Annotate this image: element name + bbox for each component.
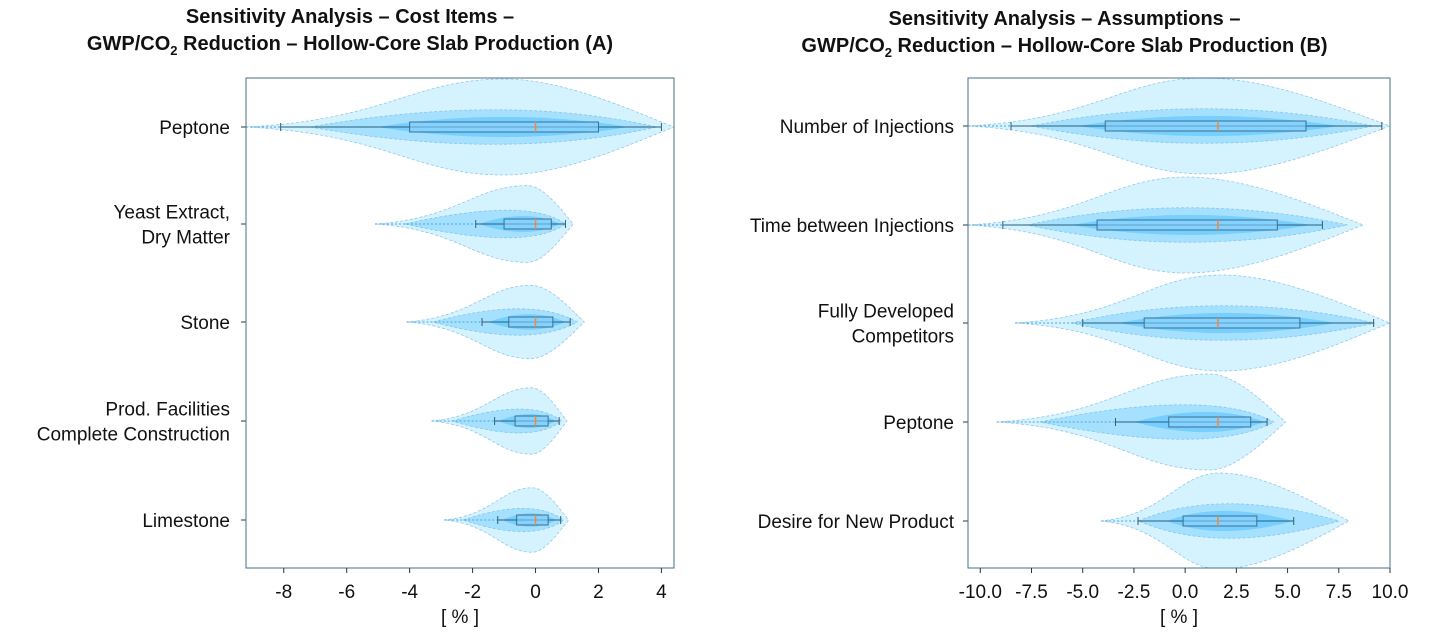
violin-contour-time-between-injections [968,176,1365,274]
violin-contour-inner-prod-facilities-complete-construction [450,408,563,434]
chart-b-title-line2: GWP/CO2 Reduction – Hollow-Core Slab Pro… [700,33,1429,66]
violin-contour-desire-for-new-product [1101,472,1350,568]
violin-contour-inner-stone [431,308,579,336]
x-tick-label--7.5: -7.5 [1015,582,1048,603]
box-peptone [1168,416,1252,428]
category-label-peptone: Peptone [883,413,954,434]
box-yeast-extract-dry-matter [503,218,552,230]
x-tick-label-7.5: 7.5 [1326,582,1352,603]
violin-contour-inner-peptone [1039,404,1275,440]
violin-contour-inner-time-between-injections [1027,207,1348,243]
category-label-yeast-extract-dry-matter-line1: Yeast Extract, [113,203,230,224]
x-axis-label: [ % ] [441,607,479,628]
category-label-stone: Stone [180,313,230,334]
box-fully-developed-competitors [1143,317,1301,329]
chart-b: Number of Injections Time between Injecti… [750,77,1409,628]
violin-contour-peptone [996,373,1287,471]
category-label-time-between-injections: Time between Injections [750,216,954,237]
violin-contour-prod-facilities-complete-construction [431,387,568,455]
violin-contour-number-of-injections [968,78,1390,175]
x-tick-label-4: 4 [656,582,667,603]
violin-outer-yeast-extract-dry-matter [375,185,574,263]
axes-frame [967,77,1391,569]
box-number-of-injections [1104,120,1307,132]
x-tick-label--4: -4 [401,582,418,603]
chart-a: Peptone Yeast Extract, Dry Matter Stone Prod… [37,77,675,628]
x-tick-label--6: -6 [338,582,355,603]
box-desire-for-new-product [1182,515,1258,527]
chart-a-title-subscript: 2 [170,43,178,58]
chart-b-title-subscript: 2 [884,45,892,60]
category-label-fully-developed-competitors-line1: Fully Developed [818,302,954,323]
x-tick-label-0: 0 [530,582,541,603]
violin-contour-inner-number-of-injections [1031,108,1374,144]
category-label-desire-for-new-product: Desire for New Product [758,512,955,533]
x-tick-label-2: 2 [593,582,604,603]
chart-b-title-line1: Sensitivity Analysis – Assumptions – [888,8,1241,30]
x-tick-label--2.5: -2.5 [1118,582,1151,603]
category-label-prod-facilities-complete-construction-line2: Complete Construction [37,425,230,446]
category-label-limestone: Limestone [142,511,230,532]
category-label-peptone: Peptone [159,118,230,139]
chart-a-title-line1: Sensitivity Analysis – Cost Items – [185,6,515,28]
box-limestone [516,514,549,526]
chart-a-title-line2-pre: GWP/CO [86,33,171,55]
chart-a-title-line2: GWP/CO2 Reduction – Hollow-Core Slab Pro… [0,31,700,64]
box-prod-facilities-complete-construction [514,415,549,427]
x-tick-label--10.0: -10.0 [959,582,1002,603]
x-tick-label-2.5: 2.5 [1223,582,1249,603]
violin-contour-fully-developed-competitors [1015,274,1390,372]
violin-contour-inner-desire-for-new-product [1137,503,1341,539]
x-tick-label--2: -2 [464,582,481,603]
axes-frame [245,77,675,569]
category-label-prod-facilities-complete-construction-line1: Prod. Facilities [105,400,230,421]
category-label-fully-developed-competitors-line2: Competitors [852,327,954,348]
violin-contour-limestone [444,487,570,553]
chart-b-title: Sensitivity Analysis – Assumptions – GWP… [700,6,1429,66]
box-stone [508,316,554,328]
x-tick-label--8: -8 [275,582,292,603]
x-tick-label--5.0: -5.0 [1066,582,1099,603]
chart-b-title-line2-post: Reduction – Hollow-Core Slab Production … [892,35,1328,57]
violin-contour-yeast-extract-dry-matter [375,185,574,263]
box-time-between-injections [1096,219,1278,231]
box-peptone [409,121,599,133]
x-axis-label: [ % ] [1160,607,1198,628]
category-label-number-of-injections: Number of Injections [780,117,954,138]
x-tick-label-5.0: 5.0 [1274,582,1300,603]
category-label-yeast-extract-dry-matter-line2: Dry Matter [141,228,230,249]
x-tick-label-10.0: 10.0 [1372,582,1409,603]
chart-b-title-line2-pre: GWP/CO [801,35,885,57]
chart-a-title-line2-post: Reduction – Hollow-Core Slab Production … [177,33,614,55]
x-tick-label-0.0: 0.0 [1172,582,1198,603]
violin-contour-stone [406,284,585,360]
violin-contour-inner-fully-developed-competitors [1071,305,1376,341]
violin-contour-inner-yeast-extract-dry-matter [404,209,567,239]
chart-a-title: Sensitivity Analysis – Cost Items – GWP/… [0,4,700,64]
